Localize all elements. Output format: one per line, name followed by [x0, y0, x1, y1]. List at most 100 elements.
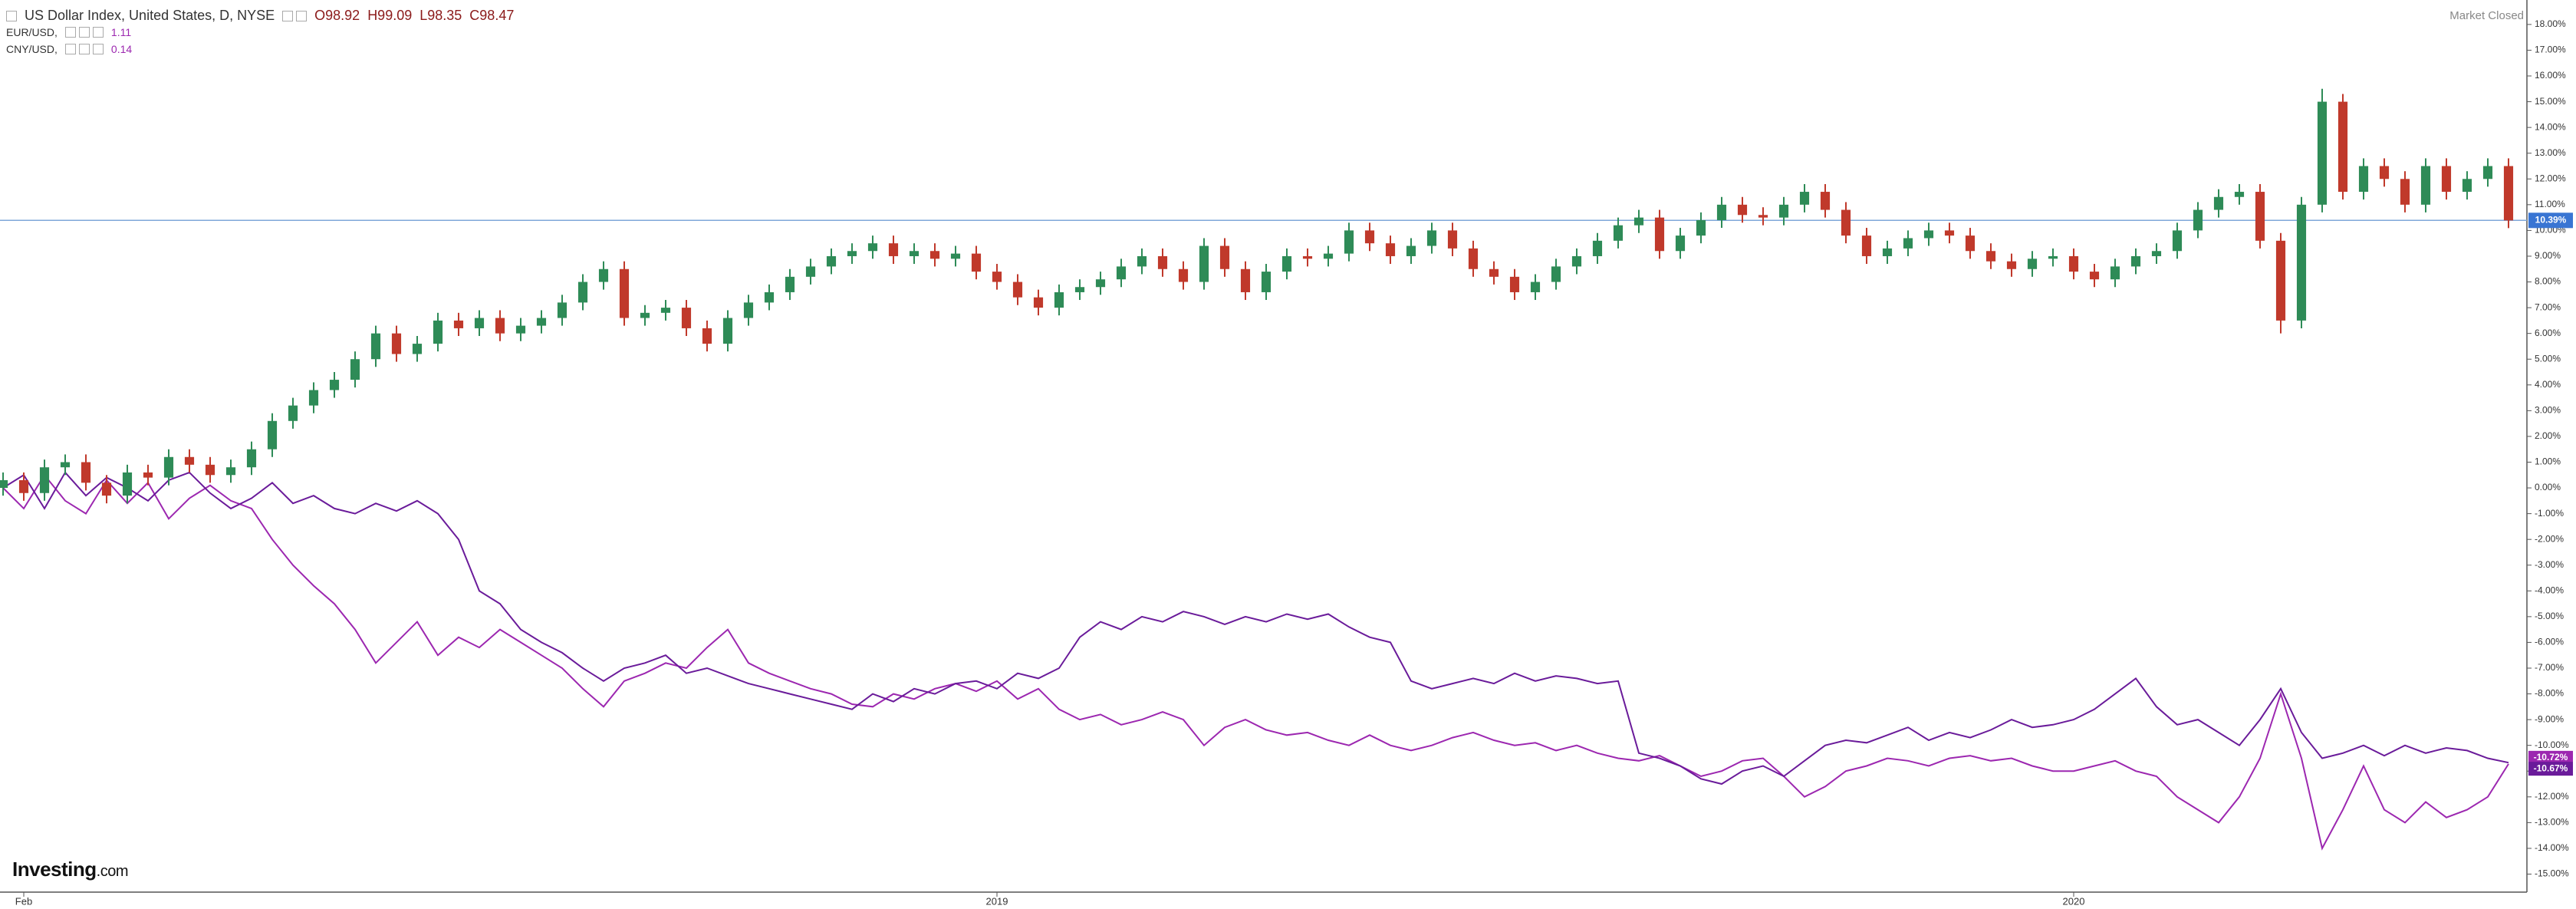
candle-body	[2068, 255, 2079, 272]
candle-body	[1281, 255, 1292, 272]
legend-name: EUR/USD,	[6, 26, 58, 38]
candle-body	[1261, 272, 1272, 292]
candle-body	[1468, 248, 1479, 269]
candle-body	[412, 344, 423, 354]
settings-button[interactable]	[64, 27, 76, 38]
y-tick-label: 3.00%	[2535, 405, 2561, 416]
candle-body	[1095, 279, 1106, 288]
candle-body	[60, 462, 71, 468]
candle-body	[1426, 230, 1437, 246]
price-tag-label: -10.72%	[2534, 752, 2568, 762]
y-tick-label: -9.00%	[2535, 713, 2564, 724]
candle-body	[557, 302, 568, 318]
candle-body	[805, 266, 816, 277]
candle-body	[1240, 268, 1251, 292]
remove-button[interactable]	[92, 27, 104, 38]
ohlc-open: O98.92	[314, 8, 360, 23]
logo-suffix: .com	[96, 863, 129, 880]
candle-body	[743, 302, 754, 318]
legend-buttons	[64, 27, 104, 38]
hide-button[interactable]	[296, 10, 308, 21]
candle-body	[1799, 192, 1810, 205]
candle-body	[536, 318, 547, 326]
candle-body	[2296, 204, 2307, 321]
candle-body	[225, 467, 236, 476]
candle-body	[288, 405, 298, 421]
series-legend: EUR/USD, 1.11	[6, 26, 131, 38]
candle-body	[888, 243, 899, 256]
candle-body	[0, 479, 8, 489]
price-tag	[2528, 212, 2573, 229]
candle-body	[267, 420, 278, 450]
hide-button[interactable]	[78, 27, 90, 38]
candle-body	[1841, 209, 1851, 236]
candle-body	[1530, 282, 1541, 292]
candle-body	[992, 272, 1002, 282]
candle-body	[1737, 204, 1748, 216]
candle-body	[1551, 266, 1561, 282]
candle-body	[950, 253, 961, 259]
y-tick-label: -3.00%	[2535, 559, 2564, 570]
x-tick-label: 2020	[2063, 895, 2085, 907]
y-tick-label: 13.00%	[2535, 147, 2566, 158]
candle-body	[2089, 272, 2100, 280]
candle-body	[2400, 179, 2410, 205]
chart-title: US Dollar Index, United States, D, NYSE	[25, 8, 275, 23]
candle-body	[474, 318, 485, 328]
candle-body	[1178, 268, 1189, 282]
y-tick-label: 17.00%	[2535, 44, 2566, 55]
y-tick-label: 4.00%	[2535, 379, 2561, 390]
candle-body	[1778, 204, 1789, 218]
candle-body	[867, 243, 878, 252]
candle-body	[660, 308, 671, 313]
candle-body	[1696, 219, 1706, 236]
candle-body	[2275, 240, 2286, 321]
legend-value: 0.14	[110, 43, 133, 55]
candle-body	[1716, 204, 1727, 220]
candle-body	[370, 333, 381, 360]
y-tick-label: 14.00%	[2535, 121, 2566, 132]
candle-body	[1861, 235, 1872, 256]
candle-body	[2234, 192, 2245, 197]
y-tick-label: 18.00%	[2535, 18, 2566, 29]
logo-brand: Investing	[12, 858, 97, 881]
candle-body	[350, 359, 360, 380]
remove-button[interactable]	[92, 44, 104, 54]
candle-body	[598, 268, 609, 282]
settings-button[interactable]	[282, 10, 294, 21]
ohlc-low: L98.35	[419, 8, 462, 23]
candle-body	[1675, 235, 1686, 252]
candle-body	[205, 464, 215, 476]
candle-body	[308, 390, 319, 406]
candle-body	[433, 320, 443, 344]
candle-body	[2379, 166, 2390, 179]
candle-body	[453, 320, 464, 328]
candle-body	[122, 472, 133, 496]
y-tick-label: 9.00%	[2535, 250, 2561, 261]
candle-body	[2420, 166, 2431, 205]
y-tick-label: -4.00%	[2535, 585, 2564, 595]
candle-body	[143, 472, 153, 478]
candle-body	[2110, 266, 2120, 280]
candle-body	[2482, 166, 2493, 179]
candle-body	[81, 462, 91, 483]
y-tick-label: 1.00%	[2535, 456, 2561, 467]
candle-body	[1489, 268, 1499, 277]
candle-body	[2027, 259, 2038, 269]
settings-button[interactable]	[64, 44, 76, 54]
price-tag	[2528, 750, 2573, 765]
candle-body	[1613, 225, 1624, 241]
y-tick-label: -12.00%	[2535, 791, 2569, 802]
hide-button[interactable]	[78, 44, 90, 54]
candle-body	[971, 253, 982, 272]
candle-body	[1882, 248, 1893, 256]
candle-body	[826, 255, 837, 267]
collapse-button[interactable]	[6, 10, 17, 21]
candle-body	[2172, 230, 2183, 252]
ohlc-close: C98.47	[469, 8, 515, 23]
candle-body	[495, 318, 505, 334]
y-tick-label: -13.00%	[2535, 817, 2569, 828]
y-tick-label: 7.00%	[2535, 301, 2561, 312]
legend-buttons	[64, 44, 104, 54]
